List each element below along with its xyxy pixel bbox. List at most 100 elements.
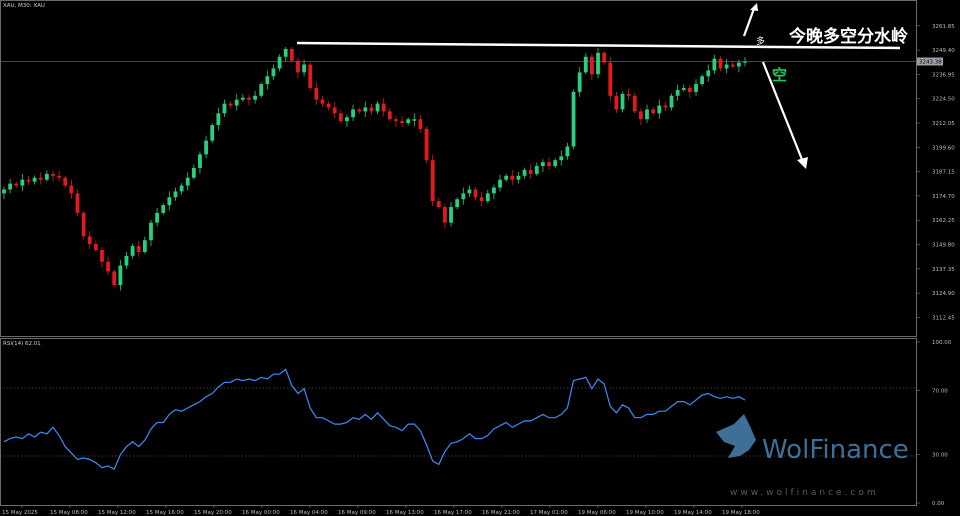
- candle-body: [675, 89, 680, 96]
- price-tick-label: 3199.60: [932, 145, 955, 151]
- time-tick-label: 15 May 08:00: [50, 510, 88, 516]
- candle-body: [222, 103, 227, 114]
- candle-body: [38, 177, 43, 180]
- candle-body: [565, 146, 570, 157]
- candle-body: [173, 191, 178, 198]
- candle-body: [724, 64, 729, 69]
- resistance-line: [296, 41, 901, 50]
- candle-body: [234, 99, 239, 106]
- candle-body: [504, 175, 509, 180]
- candle-body: [602, 52, 607, 63]
- candle-body: [283, 48, 288, 57]
- candle-body: [369, 107, 374, 112]
- annotation-main: 今晚多空分水岭: [789, 26, 908, 47]
- candle-body: [228, 103, 233, 106]
- candle-body: [614, 95, 619, 110]
- price-tick-label: 3249.40: [932, 48, 955, 54]
- candle-body: [247, 97, 251, 100]
- symbol-label: XAU, M30: XAU: [3, 3, 45, 9]
- candle-body: [381, 103, 386, 112]
- annotations: 多 今晚多空分水岭 空: [296, 3, 908, 169]
- candle-body: [100, 249, 104, 262]
- candle-body: [620, 93, 625, 110]
- wolf-logo-icon: [716, 414, 756, 458]
- candle-body: [375, 103, 380, 112]
- candle-body: [277, 56, 282, 69]
- candle-body: [8, 183, 13, 190]
- wolfinance-watermark: WolFinance www.wolfinance.com: [716, 414, 909, 498]
- candle-body: [63, 177, 68, 186]
- price-axis: 3261.85 3249.40 3236.95 3224.50 3212.05 3199.…: [916, 24, 955, 321]
- candle-body: [626, 93, 631, 96]
- candle-body: [14, 183, 19, 186]
- candle-body: [541, 162, 545, 167]
- candle-body: [142, 240, 147, 252]
- time-tick-label: 15 May 20:00: [194, 510, 232, 516]
- candle-body: [669, 95, 674, 108]
- candle-body: [467, 189, 472, 194]
- candle-body: [455, 199, 460, 208]
- candle-body: [492, 187, 496, 194]
- rsi-axis: 100.00 70.00 30.00 0.00: [916, 340, 952, 507]
- candle-body: [718, 58, 723, 69]
- rsi-series-line: [3, 368, 746, 471]
- time-tick-label: 15 May 12:00: [98, 510, 136, 516]
- candle-body: [412, 119, 417, 121]
- candle-body: [308, 64, 313, 88]
- candle-body: [473, 189, 478, 198]
- candle-body: [57, 175, 62, 178]
- watermark-url: www.wolfinance.com: [730, 488, 879, 498]
- candle-body: [645, 109, 649, 120]
- candle-body: [583, 56, 588, 73]
- candle-body: [302, 64, 306, 73]
- watermark-brand: WolFinance: [762, 435, 909, 465]
- candle-body: [406, 119, 411, 124]
- candle-body: [430, 160, 435, 202]
- candle-body: [443, 207, 447, 223]
- candle-body: [387, 111, 392, 120]
- candle-body: [461, 193, 466, 200]
- candle-body: [498, 179, 502, 188]
- price-tick-label: 3149.80: [932, 243, 955, 249]
- candle-body: [534, 166, 539, 174]
- candle-body: [2, 189, 6, 194]
- current-price-tag: [917, 57, 943, 66]
- candle-body: [259, 84, 264, 96]
- down-arrow-shaft: [761, 61, 805, 163]
- candle-body: [296, 60, 300, 73]
- candle-body: [179, 185, 184, 192]
- candle-body: [736, 62, 741, 67]
- candle-body: [124, 255, 129, 266]
- time-tick-label: 16 May 17:00: [434, 510, 472, 516]
- down-arrow-head-icon: [797, 157, 808, 169]
- candle-body: [20, 179, 25, 186]
- candle-body: [345, 117, 349, 122]
- time-tick-label: 16 May 04:00: [290, 510, 328, 516]
- candle-body: [240, 97, 245, 100]
- candle-body: [198, 154, 202, 168]
- time-tick-label: 19 May 14:00: [674, 510, 712, 516]
- candle-body: [75, 193, 80, 213]
- price-tick-label: 3236.95: [932, 72, 955, 78]
- candle-body: [216, 113, 221, 126]
- candle-body: [253, 95, 257, 100]
- candle-body: [449, 207, 453, 223]
- candle-body: [394, 119, 398, 122]
- up-arrow-head-icon: [750, 3, 758, 11]
- candle-body: [485, 193, 490, 202]
- candle-body: [112, 271, 117, 286]
- price-tick-label: 3124.90: [932, 291, 955, 297]
- candle-body: [161, 205, 166, 213]
- candle-body: [632, 95, 637, 112]
- rsi-label: RSI(14) 62.01: [3, 341, 41, 347]
- candle-body: [332, 107, 337, 114]
- candle-body: [106, 261, 111, 272]
- candle-body: [559, 156, 564, 161]
- candle-body: [479, 197, 484, 202]
- annotation-short: 空: [772, 66, 787, 84]
- candle-body: [700, 76, 705, 85]
- candle-body: [363, 107, 368, 112]
- time-tick-label: 16 May 21:00: [482, 510, 520, 516]
- price-tick-label: 3187.15: [932, 170, 955, 176]
